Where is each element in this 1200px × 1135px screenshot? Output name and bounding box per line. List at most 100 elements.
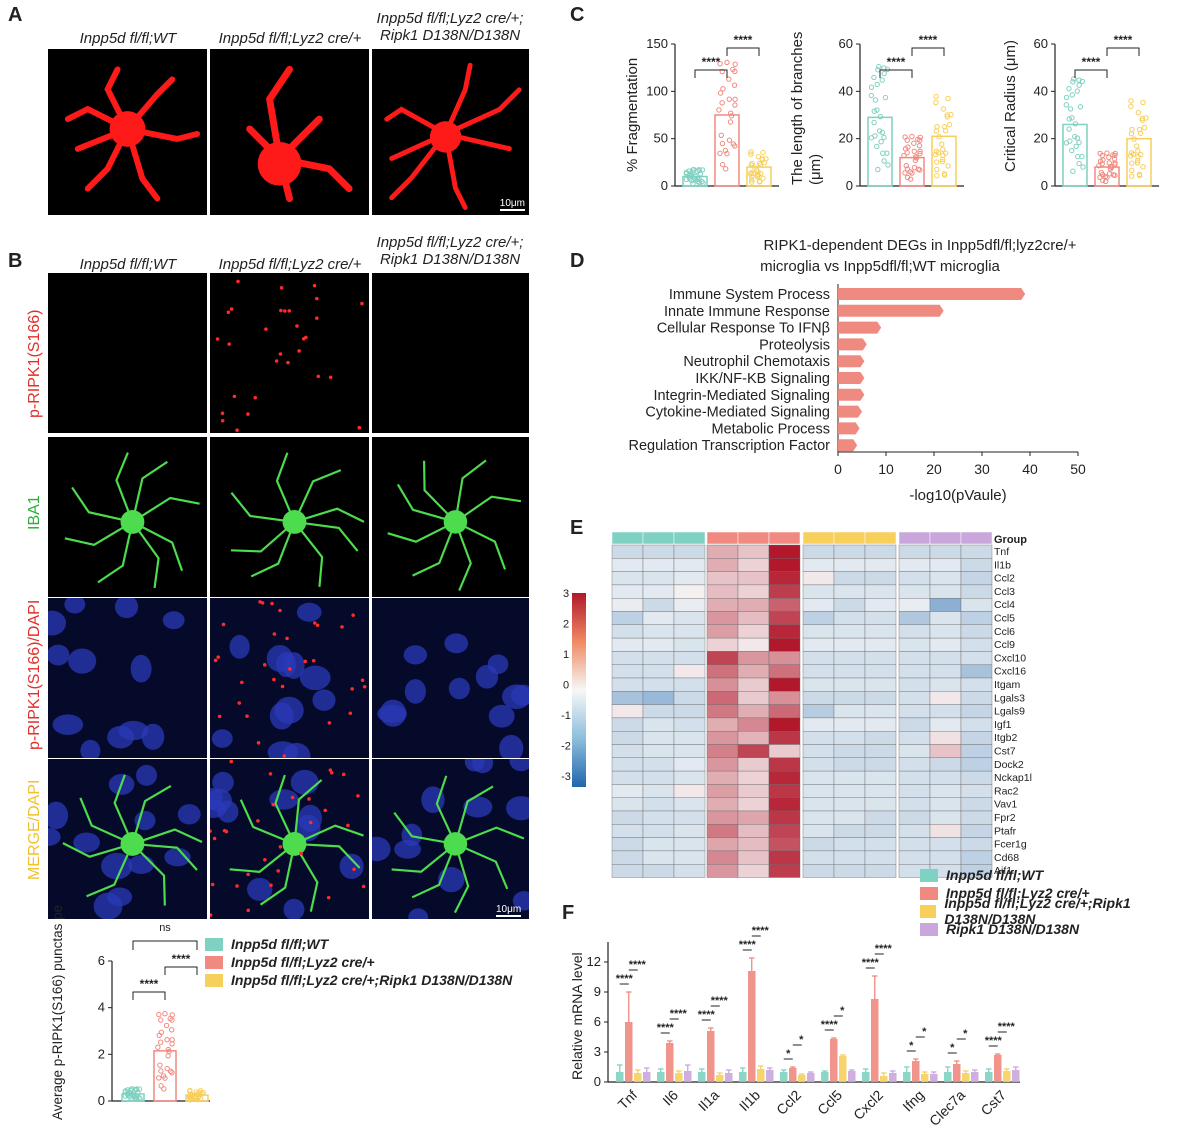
data-bar bbox=[616, 1072, 624, 1082]
punctum-dot bbox=[215, 337, 220, 341]
data-point bbox=[1076, 160, 1082, 167]
f-legend-item-wt: Inpp5d fl/fl;WT bbox=[920, 866, 1200, 884]
data-point bbox=[156, 1075, 162, 1081]
data-point bbox=[1129, 167, 1135, 174]
heatmap-cell bbox=[898, 597, 931, 612]
heatmap-cell bbox=[642, 730, 675, 745]
punctum-dot bbox=[235, 428, 239, 433]
punctum-dot bbox=[246, 412, 250, 416]
heatmap-cell bbox=[673, 544, 706, 559]
heatmap-cell bbox=[864, 850, 897, 865]
data-point bbox=[759, 156, 765, 162]
heatmap-cell bbox=[611, 611, 644, 626]
punctum-dot bbox=[326, 895, 331, 900]
punctum-dot bbox=[256, 819, 260, 823]
heatmap-cell bbox=[929, 850, 962, 865]
data-point bbox=[757, 170, 764, 177]
heatmap-cell bbox=[768, 757, 801, 772]
sig-label: **** bbox=[1082, 55, 1101, 69]
heatmap-cell bbox=[864, 558, 897, 572]
heatmap-cell bbox=[802, 837, 835, 852]
data-bar bbox=[739, 1072, 747, 1082]
heatmap-cell bbox=[642, 624, 675, 639]
heatmap-cell bbox=[898, 611, 931, 626]
data-point bbox=[911, 164, 918, 171]
heatmap-cell bbox=[929, 837, 962, 852]
heatmap-cell bbox=[737, 584, 770, 599]
panel-b-quant-ylabel: Average p-RIPK1(S166) punctas per cell bbox=[50, 905, 65, 1120]
panel-c-letter: C bbox=[570, 4, 585, 26]
sig-bracket bbox=[1106, 47, 1140, 56]
microglia-process bbox=[229, 843, 296, 873]
heatmap-cell bbox=[706, 824, 739, 838]
data-bar bbox=[921, 1074, 929, 1082]
sig-label: * bbox=[786, 1048, 791, 1060]
y-tick-label: 6 bbox=[594, 1014, 601, 1029]
panel-a-col3-label: Inpp5d fl/fl;Lyz2 cre/+; Ripk1 D138N/D13… bbox=[376, 10, 524, 44]
microglia-process bbox=[454, 520, 507, 570]
data-point bbox=[1128, 98, 1134, 104]
nucleus-shape bbox=[339, 853, 364, 879]
heatmap-cell bbox=[673, 810, 706, 825]
nucleus-shape bbox=[472, 759, 494, 774]
microglia-process bbox=[131, 785, 172, 845]
data-point bbox=[132, 1094, 139, 1101]
data-point bbox=[749, 174, 755, 180]
nucleus-shape bbox=[509, 759, 529, 772]
nucleus-shape bbox=[80, 739, 101, 758]
data-point bbox=[162, 1010, 168, 1017]
microglia-process bbox=[454, 459, 487, 523]
heatmap-cell bbox=[929, 584, 962, 599]
panel-b-row1-label: p-RIPK1(S166) bbox=[26, 309, 43, 419]
data-point bbox=[933, 93, 939, 100]
data-point bbox=[934, 166, 940, 173]
data-bar bbox=[838, 355, 865, 368]
nucleus-shape bbox=[403, 645, 428, 665]
legend-swatch-ripk bbox=[205, 973, 223, 987]
data-point bbox=[904, 174, 911, 181]
data-bar bbox=[985, 1072, 993, 1082]
heatmap-cell bbox=[706, 637, 739, 652]
panel-b-col2-label: Inpp5d fl/fl;Lyz2 cre/+ bbox=[218, 256, 362, 273]
data-point bbox=[932, 151, 939, 158]
heatmap-cell bbox=[611, 810, 644, 825]
data-point bbox=[1128, 130, 1135, 137]
heatmap-cell bbox=[768, 624, 801, 639]
punctum-dot bbox=[274, 359, 279, 363]
data-point bbox=[747, 171, 754, 177]
heatmap-cell bbox=[706, 677, 739, 692]
heatmap-cell bbox=[833, 624, 866, 639]
data-point bbox=[879, 129, 886, 136]
heatmap-cell bbox=[673, 571, 706, 586]
nucleus-shape bbox=[114, 598, 139, 619]
heatmap-cell bbox=[833, 837, 866, 852]
heatmap-cell bbox=[611, 717, 644, 732]
heatmap-cell bbox=[898, 637, 931, 652]
data-point bbox=[871, 74, 877, 81]
group-annotation-cell bbox=[833, 531, 866, 545]
data-point bbox=[1074, 135, 1081, 141]
nucleus-shape bbox=[463, 796, 493, 818]
data-point bbox=[748, 149, 754, 155]
punctum-dot bbox=[329, 771, 334, 775]
punctum-dot bbox=[312, 283, 317, 288]
x-tick-label: 40 bbox=[1022, 461, 1038, 477]
punctum-dot bbox=[220, 418, 225, 423]
heatmap-cell bbox=[673, 704, 706, 719]
heatmap-cell bbox=[833, 691, 866, 705]
data-point bbox=[902, 146, 909, 152]
microglia-process bbox=[453, 843, 470, 914]
data-point bbox=[872, 97, 879, 103]
data-point bbox=[161, 1086, 167, 1092]
y-tick-label: 50 bbox=[654, 131, 668, 146]
x-tick-label: Cxcl2 bbox=[850, 1087, 886, 1123]
heatmap-cell bbox=[642, 797, 675, 812]
data-point bbox=[727, 110, 734, 116]
punctum-dot bbox=[272, 632, 277, 636]
x-tick-label: Tnf bbox=[614, 1087, 640, 1113]
heatmap-cell bbox=[929, 810, 962, 825]
scale-tick-label: -1 bbox=[561, 710, 571, 722]
row-label: Nckap1l bbox=[994, 772, 1032, 784]
data-bar bbox=[871, 999, 879, 1082]
